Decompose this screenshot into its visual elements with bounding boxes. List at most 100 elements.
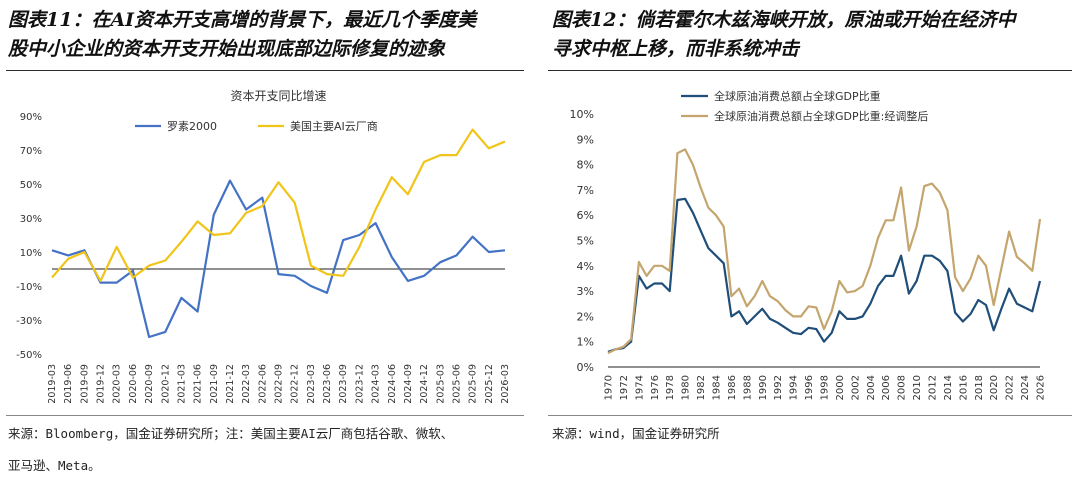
x-tick-label: 2002	[850, 375, 861, 400]
left-figure-title: 图表11：在AI资本开支高增的背景下，最近几个季度美 股中小企业的资本开支开始出…	[8, 6, 476, 64]
x-tick-label: 2022-06	[257, 364, 268, 404]
x-tick-label: 2014	[943, 375, 954, 400]
right-footer-divider	[548, 415, 1072, 416]
right-source-line: 来源：wind，国金证券研究所	[552, 426, 720, 441]
x-tick-label: 2020-06	[128, 364, 139, 404]
x-tick-label: 1972	[619, 375, 630, 400]
x-tick-label: 2020-09	[144, 364, 155, 404]
x-tick-label: 2024-06	[387, 364, 398, 404]
series-line-0	[607, 197, 1042, 353]
x-tick-label: 2006	[881, 375, 892, 400]
x-tick-label: 2024-09	[403, 364, 414, 404]
y-tick-label: 90%	[20, 112, 42, 123]
x-tick-label: 2021-06	[193, 364, 204, 404]
y-tick-label: 5%	[577, 235, 594, 248]
x-tick-label: 2016	[958, 375, 969, 400]
x-tick-label: 2024	[1020, 375, 1031, 400]
right-title-divider	[548, 70, 1072, 71]
x-tick-label: 2019-03	[47, 364, 58, 404]
left-source-note: 来源：Bloomberg，国金证券研究所；注：美国主要AI云厂商包括谷歌、微软、…	[8, 418, 528, 482]
x-tick-label: 1992	[773, 375, 784, 400]
x-tick-label: 1974	[634, 375, 645, 400]
left-figure-title-line2: 股中小企业的资本开支开始出现底部边际修复的迹象	[8, 38, 446, 60]
x-tick-label: 2004	[866, 375, 877, 400]
x-tick-label: 2024-12	[419, 364, 430, 404]
x-tick-label: 2008	[897, 375, 908, 400]
y-tick-label: 1%	[577, 336, 594, 349]
y-tick-label: -30%	[16, 316, 42, 327]
x-tick-label: 2024-03	[371, 364, 382, 404]
series-line-1	[51, 128, 506, 282]
x-tick-label: 2020	[989, 375, 1000, 400]
x-tick-label: 1978	[665, 375, 676, 400]
y-tick-label: -10%	[16, 282, 42, 293]
y-tick-label: 9%	[577, 133, 594, 146]
x-tick-label: 2022	[1005, 375, 1016, 400]
x-tick-label: 2020-03	[112, 364, 123, 404]
x-tick-label: 2025-09	[468, 364, 479, 404]
legend-label-1: 全球原油消费总额占全球GDP比重:经调整后	[714, 109, 928, 123]
left-source-line1: 来源：Bloomberg，国金证券研究所；注：美国主要AI云厂商包括谷歌、微软、	[8, 426, 454, 441]
y-tick-label: 30%	[20, 214, 42, 225]
y-tick-label: 8%	[577, 159, 594, 172]
x-tick-label: 2019-06	[63, 364, 74, 404]
y-tick-label: 10%	[570, 108, 594, 121]
x-tick-label: 2023-06	[322, 364, 333, 404]
x-tick-label: 2018	[974, 375, 985, 400]
x-tick-label: 2023-12	[354, 364, 365, 404]
x-tick-label: 2021-09	[209, 364, 220, 404]
x-tick-label: 1984	[712, 375, 723, 400]
right-figure-title: 图表12：倘若霍尔木兹海峡开放，原油或开始在经济中 寻求中枢上移，而非系统冲击	[552, 6, 1015, 64]
x-tick-label: 2026-03	[500, 364, 511, 404]
y-tick-label: 4%	[577, 260, 594, 273]
series-line-0	[51, 179, 506, 339]
x-tick-label: 2022-12	[290, 364, 301, 404]
x-tick-label: 2025-06	[451, 364, 462, 404]
x-tick-label: 1990	[758, 375, 769, 400]
x-tick-label: 1976	[650, 375, 661, 400]
x-tick-label: 2021-12	[225, 364, 236, 404]
x-tick-label: 2012	[928, 375, 939, 400]
legend-label-0: 罗素2000	[167, 120, 217, 133]
right-figure-panel: 图表12：倘若霍尔木兹海峡开放，原油或开始在经济中 寻求中枢上移，而非系统冲击 …	[548, 0, 1080, 478]
y-tick-label: 3%	[577, 285, 594, 298]
y-tick-label: 2%	[577, 310, 594, 323]
x-tick-label: 2025-03	[435, 364, 446, 404]
x-tick-label: 2019-09	[79, 364, 90, 404]
x-tick-label: 1986	[727, 375, 738, 400]
x-tick-label: 2021-03	[176, 364, 187, 404]
x-tick-label: 2000	[835, 375, 846, 400]
right-figure-title-line2: 寻求中枢上移，而非系统冲击	[552, 38, 800, 60]
x-tick-label: 1996	[804, 375, 815, 400]
right-figure-title-line1: 图表12：倘若霍尔木兹海峡开放，原油或开始在经济中	[552, 9, 1016, 31]
x-tick-label: 2026	[1036, 375, 1047, 400]
left-title-divider	[6, 70, 524, 71]
x-tick-label: 1988	[742, 375, 753, 400]
y-tick-label: 6%	[577, 209, 594, 222]
x-tick-label: 2019-12	[96, 364, 107, 404]
y-tick-label: 70%	[20, 146, 42, 157]
y-tick-label: 0%	[577, 361, 594, 374]
y-tick-label: 50%	[20, 180, 42, 191]
legend-label-0: 全球原油消费总额占全球GDP比重	[714, 89, 881, 103]
x-tick-label: 1998	[820, 375, 831, 400]
x-tick-label: 1970	[604, 375, 615, 400]
x-tick-label: 2010	[912, 375, 923, 400]
x-tick-label: 2025-12	[484, 364, 495, 404]
legend-label-1: 美国主要AI云厂商	[290, 119, 378, 133]
series-line-1	[607, 148, 1042, 355]
x-tick-label: 2022-09	[274, 364, 285, 404]
y-tick-label: -50%	[16, 350, 42, 361]
left-figure-panel: 图表11：在AI资本开支高增的背景下，最近几个季度美 股中小企业的资本开支开始出…	[0, 0, 530, 478]
x-tick-label: 2022-03	[241, 364, 252, 404]
x-tick-label: 2023-09	[338, 364, 349, 404]
x-tick-label: 1980	[681, 375, 692, 400]
x-tick-label: 2020-12	[160, 364, 171, 404]
x-tick-label: 2023-03	[306, 364, 317, 404]
x-tick-label: 1994	[789, 375, 800, 400]
left-figure-title-line1: 图表11：在AI资本开支高增的背景下，最近几个季度美	[8, 9, 477, 31]
x-tick-label: 1982	[696, 375, 707, 400]
y-tick-label: 7%	[577, 184, 594, 197]
